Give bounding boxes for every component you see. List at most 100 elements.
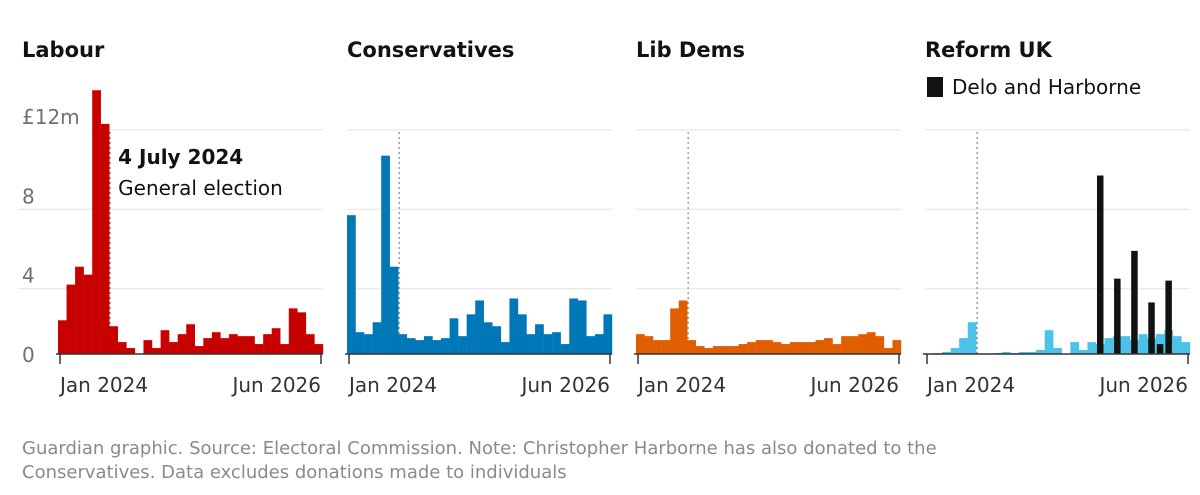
- panel-1-donation-bar: [194, 346, 204, 354]
- y-tick-label: 0: [22, 343, 35, 367]
- panel-1-title: Labour: [22, 38, 105, 62]
- panel-2-donation-bar: [398, 334, 408, 354]
- panel-4-donation-bar: [1036, 350, 1045, 354]
- panel-1-donation-bar: [75, 266, 84, 354]
- panel-2-donation-bar: [466, 314, 476, 354]
- panel-1-donation-bar: [220, 338, 230, 354]
- panel-4-donation-bar: [1070, 342, 1080, 354]
- panel-3-donation-bar: [764, 340, 773, 354]
- panel-3-donation-bar: [712, 346, 722, 354]
- panel-1-donation-bar: [254, 344, 264, 354]
- panel-2-donation-bar: [355, 332, 365, 354]
- panel-3-donation-bar: [687, 340, 697, 354]
- panel-3-donation-bar: [755, 340, 765, 354]
- panel-1-donation-bar: [143, 340, 153, 354]
- election-annotation-label: General election: [118, 176, 283, 200]
- panel-1-donation-bar: [211, 332, 221, 354]
- panel-3-donation-bar: [721, 346, 731, 354]
- panel-1-donation-bar: [186, 324, 195, 354]
- panel-2-donation-bar: [586, 336, 596, 354]
- panel-2-donation-bar: [535, 324, 544, 354]
- panel-1-donation-bar: [100, 123, 110, 355]
- panel-2-donation-bar: [483, 322, 493, 354]
- panel-2-donation-bar: [441, 338, 450, 354]
- panel-1-donation-bar: [237, 336, 247, 354]
- source-note: Guardian graphic. Source: Electoral Comm…: [22, 437, 1172, 485]
- panel-2-x-tick-label-end: Jun 2026: [519, 373, 610, 397]
- panel-1-donation-bar: [58, 320, 67, 354]
- panel-4-donation-bar: [942, 352, 951, 354]
- panel-1-donation-bar: [203, 338, 213, 354]
- panel-4-donation-bar: [1027, 352, 1037, 354]
- panel-3-donation-bar: [730, 346, 739, 354]
- panel-3-x-tick-label-end: Jun 2026: [808, 373, 899, 397]
- panel-4-donation-bar: [1053, 348, 1062, 354]
- panel-3-donation-bar: [866, 332, 876, 354]
- panel-2-donation-bar: [372, 322, 382, 354]
- panel-1-donation-bar: [228, 334, 238, 354]
- panel-3-donation-bar: [636, 334, 645, 354]
- panel-3-donation-bar: [695, 346, 705, 354]
- panel-4-donation-bar: [1087, 342, 1097, 354]
- panel-1-donation-bar: [177, 334, 187, 354]
- panel-3-donation-bar: [832, 344, 842, 354]
- panel-2-donation-bar: [458, 336, 467, 354]
- panel-3-donation-bar: [644, 336, 654, 354]
- panel-1-donation-bar: [280, 344, 290, 354]
- panel-2-donation-bar: [449, 318, 459, 354]
- panel-1-donation-bar: [271, 328, 281, 354]
- panel-2-donation-bar: [381, 155, 390, 354]
- panel-3-donation-bar: [875, 336, 885, 354]
- panel-3-donation-bar: [815, 340, 825, 354]
- panel-2-donation-bar: [569, 298, 579, 354]
- y-tick-label: 4: [22, 264, 35, 288]
- panel-2-donation-bar: [526, 334, 536, 354]
- panel-3-donation-bar: [892, 340, 902, 354]
- panel-2-donation-bar: [500, 342, 510, 354]
- panel-4-title: Reform UK: [925, 38, 1053, 62]
- legend-swatch-delo-harborne: [927, 77, 943, 97]
- legend-label-delo-harborne: Delo and Harborne: [952, 75, 1141, 99]
- panel-4-donation-bar: [1001, 352, 1011, 354]
- panel-4-highlight-bar: [1131, 250, 1138, 354]
- panel-3-donation-bar: [789, 342, 799, 354]
- panel-2-donation-bar: [517, 314, 527, 354]
- panel-4-donation-bar: [1104, 338, 1114, 354]
- panel-4-donation-bar: [1019, 352, 1028, 354]
- panel-2-donation-bar: [364, 334, 373, 354]
- panel-2-title: Conservatives: [347, 38, 514, 62]
- panel-3-donation-bar: [738, 344, 748, 354]
- panel-1-donation-bar: [169, 342, 178, 354]
- panel-1-donation-bar: [66, 284, 76, 354]
- panel-4-x-tick-label-end: Jun 2026: [1097, 373, 1188, 397]
- source-note-line-2: Conservatives. Data excludes donations m…: [22, 462, 567, 483]
- panel-2-donation-bar: [603, 314, 613, 354]
- panel-4-highlight-bar: [1165, 280, 1172, 354]
- panel-1-donation-bar: [314, 344, 324, 354]
- panel-3-donation-bar: [824, 338, 833, 354]
- panel-3-donation-bar: [841, 336, 850, 354]
- panel-4-donation-bar: [1078, 350, 1088, 354]
- panel-2-x-tick-label-start: Jan 2024: [347, 373, 437, 397]
- panel-3-title: Lib Dems: [636, 38, 745, 62]
- panel-1-donation-bar: [263, 334, 272, 354]
- panel-3-donation-bar: [661, 340, 671, 354]
- panel-1-donation-bar: [109, 326, 119, 354]
- panel-1-donation-bar: [117, 342, 127, 354]
- panel-4-donation-bar: [967, 322, 977, 354]
- source-note-line-1: Guardian graphic. Source: Electoral Comm…: [22, 438, 937, 459]
- panel-1-donation-bar: [246, 336, 255, 354]
- panel-1-donation-bar: [288, 308, 298, 354]
- panel-1-donation-bar: [83, 274, 93, 354]
- panel-4-highlight-bar: [1096, 175, 1104, 354]
- panel-1-donation-bar: [160, 330, 170, 354]
- panel-4-donation-bar: [950, 348, 960, 354]
- panel-3-donation-bar: [806, 342, 816, 354]
- panel-2-donation-bar: [432, 340, 442, 354]
- panel-3-donation-bar: [781, 344, 791, 354]
- panel-2-donation-bar: [560, 344, 570, 354]
- panel-2-donation-bar: [347, 215, 356, 354]
- panel-3-donation-bar: [849, 336, 859, 354]
- panel-2-donation-bar: [577, 300, 587, 354]
- panel-4-donation-bar: [1121, 336, 1131, 354]
